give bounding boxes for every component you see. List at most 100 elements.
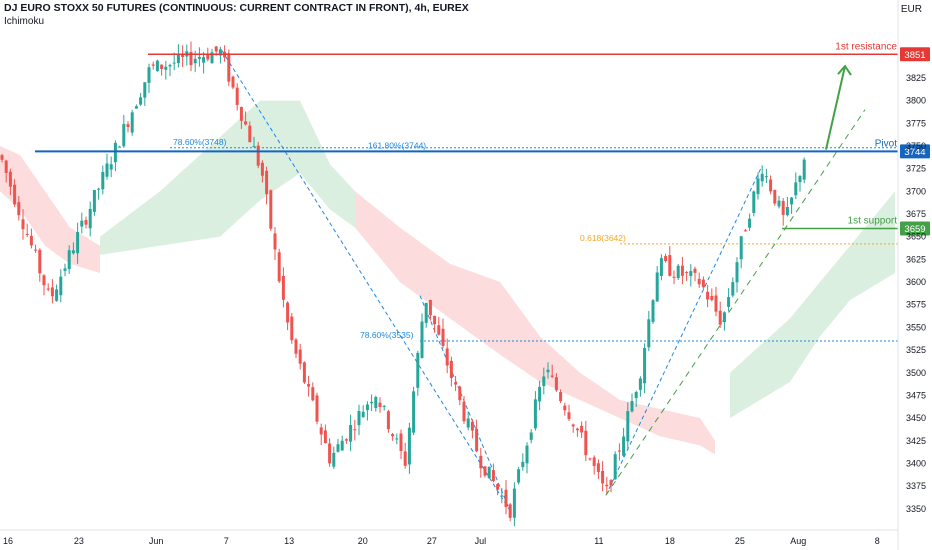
key-levels: 1st resistance 3851 Pivot 3744 1st support 36… <box>35 41 930 236</box>
cloud-bear-july <box>355 191 715 455</box>
candle-body <box>210 52 214 64</box>
candle-body <box>42 275 46 286</box>
level-label: 1st resistance <box>835 41 897 52</box>
candle-body <box>63 268 67 271</box>
candle-body <box>714 295 718 312</box>
candle-body <box>193 58 197 64</box>
candle-body <box>382 405 386 407</box>
candle-body <box>273 233 277 250</box>
candle-body <box>218 49 222 56</box>
candle-body <box>798 176 802 183</box>
fib-trend-up <box>605 165 763 496</box>
x-tick-label: 16 <box>3 536 13 546</box>
candle-body <box>286 302 290 323</box>
candle-body <box>802 159 806 180</box>
projection-arrow-line <box>825 65 846 150</box>
candle-body <box>361 411 365 418</box>
candle-body <box>0 155 4 160</box>
x-tick-label: 23 <box>74 536 84 546</box>
candle-body <box>550 375 554 377</box>
y-tick-label: 3825 <box>906 73 926 83</box>
candle-body <box>760 173 764 182</box>
candle-body <box>609 480 613 486</box>
candle-body <box>344 439 348 441</box>
x-tick-label: 18 <box>665 536 675 546</box>
x-tick-label: Jun <box>149 536 164 546</box>
candle-body <box>752 191 756 213</box>
candle-body <box>487 466 491 479</box>
candle-body <box>466 418 470 428</box>
cloud-bull-june <box>100 100 355 255</box>
candle-body <box>189 52 193 66</box>
candle-body <box>525 445 529 464</box>
candle-body <box>470 421 474 431</box>
candle-body <box>332 452 336 467</box>
candle-body <box>92 190 96 212</box>
candle-body <box>433 315 437 325</box>
candle-body <box>517 469 521 483</box>
candle-body <box>739 236 743 260</box>
candle-body <box>764 176 768 178</box>
candle-body <box>424 302 428 323</box>
candle-body <box>596 463 600 472</box>
candle-body <box>626 411 630 442</box>
candle-body <box>353 429 357 431</box>
candle-body <box>97 188 101 190</box>
y-tick-label: 3700 <box>906 186 926 196</box>
candle-body <box>491 470 495 481</box>
candle-body <box>118 146 122 148</box>
fib-label: 78.60%(3748) <box>173 137 227 147</box>
candle-body <box>34 249 38 251</box>
candle-body <box>143 82 147 98</box>
level-label: 1st support <box>848 216 898 227</box>
candle-body <box>575 428 579 431</box>
candle-body <box>504 489 508 507</box>
candle-body <box>693 268 697 273</box>
candle-body <box>659 258 663 276</box>
candle-body <box>630 401 634 412</box>
candle-body <box>340 440 344 451</box>
y-tick-label: 3750 <box>906 141 926 151</box>
x-tick-label: Jul <box>475 536 487 546</box>
candle-body <box>25 233 29 235</box>
candle-body <box>533 399 537 429</box>
candle-body <box>101 171 105 190</box>
candlesticks <box>0 41 806 527</box>
candle-body <box>336 444 340 452</box>
y-tick-label: 3650 <box>906 232 926 242</box>
candle-body <box>281 275 285 300</box>
candle-body <box>428 299 432 316</box>
candle-body <box>407 427 411 465</box>
indicator-label[interactable]: Ichimoku <box>4 16 45 27</box>
candle-body <box>349 425 353 442</box>
candle-body <box>126 124 130 128</box>
candle-body <box>559 392 563 402</box>
candle-body <box>601 470 605 484</box>
candle-body <box>8 171 12 187</box>
candle-body <box>277 252 281 282</box>
candle-body <box>256 145 260 166</box>
candle-body <box>412 391 416 433</box>
candle-body <box>206 55 210 60</box>
candle-body <box>680 265 684 276</box>
candle-body <box>202 57 206 63</box>
candle-body <box>164 66 168 70</box>
candle-body <box>605 484 609 487</box>
candle-body <box>311 387 315 401</box>
price-tag-bg <box>900 47 930 62</box>
candle-body <box>542 376 546 387</box>
price-tag: 3744 <box>904 147 925 158</box>
price-tag: 3659 <box>904 224 925 235</box>
y-tick-label: 3475 <box>906 390 926 400</box>
y-tick-label: 3350 <box>906 504 926 514</box>
candle-body <box>743 230 747 232</box>
candle-body <box>697 278 701 285</box>
candle-body <box>50 287 54 297</box>
y-tick-label: 3375 <box>906 481 926 491</box>
candle-body <box>298 349 302 364</box>
candle-body <box>294 339 298 354</box>
y-tick-label: 3425 <box>906 436 926 446</box>
candle-body <box>454 382 458 385</box>
